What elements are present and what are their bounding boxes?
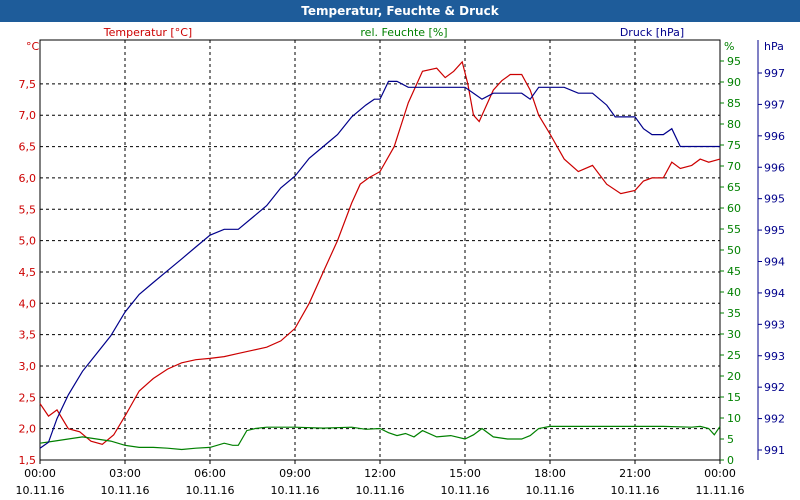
pressure-tick-label-7: 995 <box>764 224 785 237</box>
pressure-tick-label-11: 997 <box>764 98 785 111</box>
temperature-tick-label-3: 3,0 <box>19 360 37 373</box>
pressure-tick-label-10: 996 <box>764 130 785 143</box>
time-tick-label-8: 00:00 <box>704 467 736 480</box>
pressure-tick-label-3: 993 <box>764 350 785 363</box>
grid-lines <box>39 40 721 461</box>
humidity-tick-label-16: 80 <box>727 118 741 131</box>
time-tick-label-1: 03:00 <box>109 467 141 480</box>
humidity-tick-label-18: 90 <box>727 76 741 89</box>
humidity-tick-label-4: 20 <box>727 370 741 383</box>
pressure-tick-label-6: 994 <box>764 256 785 269</box>
temperature-tick-label-4: 3,5 <box>19 329 37 342</box>
pressure-tick-label-4: 993 <box>764 318 785 331</box>
pressure-tick-label-9: 996 <box>764 161 785 174</box>
humidity-tick-label-5: 25 <box>727 349 741 362</box>
temperature-axis: 1,5 2,0 2,5 3,0 3,5 4,0 4,5 5,0 5,5 6,0 6,5 7,0 7,5 <box>19 78 37 467</box>
temperature-tick-label-9: 6,0 <box>19 172 37 185</box>
date-tick-label-8: 11.11.16 <box>696 484 745 497</box>
time-axis: 00:00 10.11.16 03:00 10.11.16 06:00 10.11.16 0… <box>16 460 745 497</box>
pressure-tick-label-2: 992 <box>764 381 785 394</box>
humidity-tick-label-1: 5 <box>727 433 734 446</box>
temperature-line <box>39 60 721 445</box>
temperature-tick-label-8: 5,5 <box>19 203 37 216</box>
temperature-tick-label-0: 1,5 <box>19 454 37 467</box>
pressure-unit: hPa <box>764 40 784 53</box>
pressure-axis: 991 992 992 993 993 994 994 995 995 996 996 997 997 <box>757 40 785 460</box>
humidity-tick-label-0: 0 <box>727 454 734 467</box>
humidity-tick-label-19: 95 <box>727 55 741 68</box>
humidity-tick-label-9: 45 <box>727 265 741 278</box>
humidity-tick-label-2: 10 <box>727 412 741 425</box>
humidity-tick-label-3: 15 <box>727 391 741 404</box>
date-tick-label-5: 10.11.16 <box>441 484 490 497</box>
time-tick-label-6: 18:00 <box>534 467 566 480</box>
date-tick-label-6: 10.11.16 <box>526 484 575 497</box>
pressure-tick-label-5: 994 <box>764 287 785 300</box>
humidity-tick-label-8: 40 <box>727 286 741 299</box>
time-tick-label-5: 15:00 <box>449 467 481 480</box>
humidity-line <box>39 425 721 451</box>
time-tick-label-3: 09:00 <box>279 467 311 480</box>
pressure-line <box>39 80 720 449</box>
temperature-unit: °C <box>26 40 40 53</box>
temperature-tick-label-6: 4,5 <box>19 266 37 279</box>
time-tick-label-7: 21:00 <box>619 467 651 480</box>
humidity-tick-label-6: 30 <box>727 328 741 341</box>
pressure-tick-label-8: 995 <box>764 193 785 206</box>
temperature-tick-label-1: 2,0 <box>19 423 37 436</box>
temperature-tick-label-10: 6,5 <box>19 141 37 154</box>
date-tick-label-0: 10.11.16 <box>16 484 65 497</box>
window-title: Temperatur, Feuchte & Druck <box>0 0 800 22</box>
humidity-axis: 0 5 10 15 20 25 30 35 40 45 50 55 60 65 70 75 80 85 90 95 <box>720 55 741 467</box>
humidity-tick-label-7: 35 <box>727 307 741 320</box>
temperature-tick-label-2: 2,5 <box>19 391 37 404</box>
time-tick-label-2: 06:00 <box>194 467 226 480</box>
humidity-tick-label-12: 60 <box>727 202 741 215</box>
date-tick-label-2: 10.11.16 <box>186 484 235 497</box>
humidity-tick-label-17: 85 <box>727 97 741 110</box>
date-tick-label-3: 10.11.16 <box>271 484 320 497</box>
humidity-tick-label-10: 50 <box>727 244 741 257</box>
temperature-tick-label-5: 4,0 <box>19 297 37 310</box>
temperature-tick-label-7: 5,0 <box>19 235 37 248</box>
time-tick-label-4: 12:00 <box>364 467 396 480</box>
temperature-series-label: Temperatur [°C] <box>103 26 192 39</box>
humidity-unit: % <box>724 40 734 53</box>
temperature-tick-label-12: 7,5 <box>19 78 37 91</box>
series-lines <box>39 60 721 451</box>
humidity-tick-label-14: 70 <box>727 160 741 173</box>
pressure-tick-label-0: 991 <box>764 444 785 457</box>
pressure-series-label: Druck [hPa] <box>620 26 684 39</box>
pressure-tick-label-1: 992 <box>764 413 785 426</box>
temperature-tick-label-11: 7,0 <box>19 109 37 122</box>
humidity-series-label: rel. Feuchte [%] <box>360 26 447 39</box>
date-tick-label-4: 10.11.16 <box>356 484 405 497</box>
date-tick-label-7: 10.11.16 <box>611 484 660 497</box>
pressure-tick-label-12: 997 <box>764 67 785 80</box>
humidity-tick-label-13: 65 <box>727 181 741 194</box>
humidity-tick-label-15: 75 <box>727 139 741 152</box>
humidity-tick-label-11: 55 <box>727 223 741 236</box>
time-tick-label-0: 00:00 <box>24 467 56 480</box>
date-tick-label-1: 10.11.16 <box>101 484 150 497</box>
